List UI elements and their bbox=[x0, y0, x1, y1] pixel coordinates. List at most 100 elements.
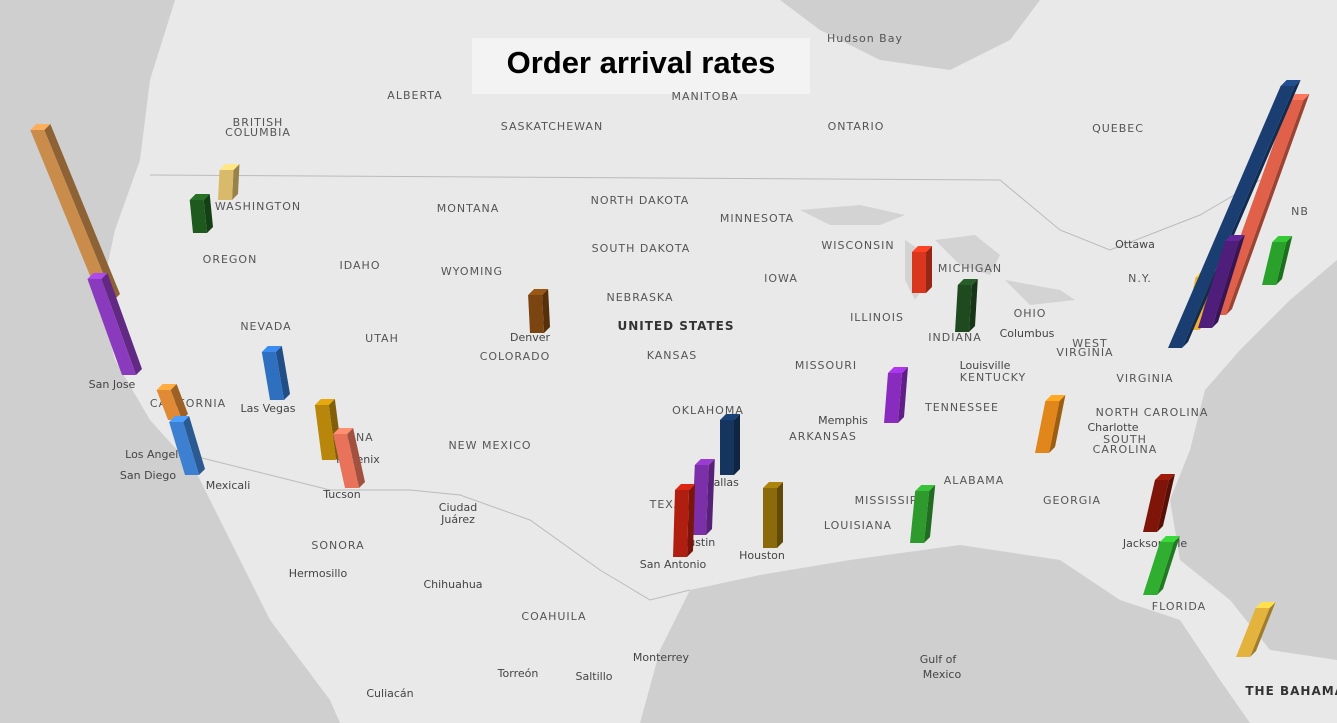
bar bbox=[910, 491, 930, 543]
map-label: VIRGINIA bbox=[1116, 372, 1173, 385]
bar-side bbox=[275, 346, 290, 400]
title-box bbox=[472, 38, 810, 94]
bar-prism bbox=[218, 164, 240, 200]
bar-side bbox=[542, 289, 550, 333]
bar-prism bbox=[1143, 536, 1180, 595]
map-label: Torreón bbox=[497, 667, 539, 680]
bar-top bbox=[30, 124, 51, 130]
bar-prism bbox=[156, 384, 188, 420]
bar-prism bbox=[1168, 80, 1301, 348]
bar-prism bbox=[1198, 235, 1245, 328]
bar-prism bbox=[763, 482, 783, 548]
map-label: MISSOURI bbox=[795, 359, 857, 372]
title: Order arrival rates bbox=[507, 45, 776, 80]
bar-top bbox=[1289, 94, 1310, 100]
map-label: COLORADO bbox=[480, 350, 551, 363]
map-label: NEVADA bbox=[240, 320, 291, 333]
map-label: Gulf of bbox=[920, 653, 958, 666]
bar-prism bbox=[692, 459, 715, 535]
bar bbox=[218, 170, 234, 200]
map-label: ALBERTA bbox=[387, 89, 442, 102]
map-label: COLUMBIA bbox=[225, 126, 291, 139]
map-label: Denver bbox=[510, 331, 550, 344]
bar-prism bbox=[910, 485, 936, 543]
bar bbox=[87, 279, 136, 375]
map-label: ONTARIO bbox=[828, 120, 885, 133]
map-label: Mexico bbox=[923, 668, 962, 681]
bar-prism bbox=[1262, 236, 1293, 285]
map-label: VIRGINIA bbox=[1056, 346, 1113, 359]
bar-top bbox=[1255, 602, 1276, 608]
bar-prism bbox=[884, 367, 908, 423]
bar bbox=[673, 490, 690, 557]
bar-top bbox=[888, 367, 908, 373]
bar-top bbox=[1159, 536, 1180, 542]
bar-top bbox=[1272, 236, 1293, 242]
bar bbox=[1236, 608, 1270, 657]
bar bbox=[30, 130, 114, 300]
map-label: OKLAHOMA bbox=[672, 404, 744, 417]
bar-top bbox=[528, 289, 549, 295]
bar-side bbox=[1212, 235, 1245, 328]
bar-side bbox=[1276, 236, 1293, 285]
bar bbox=[912, 252, 926, 293]
map-label: NB bbox=[1291, 205, 1309, 218]
bar bbox=[763, 488, 777, 548]
map-label: ILLINOIS bbox=[850, 311, 904, 324]
map-label: NORTH DAKOTA bbox=[591, 194, 690, 207]
bar-top bbox=[314, 399, 335, 405]
map-label: Columbus bbox=[1000, 327, 1055, 340]
map-label: MINNESOTA bbox=[720, 212, 794, 225]
bar-side bbox=[101, 273, 142, 375]
map-label: San Diego bbox=[120, 469, 176, 482]
bar bbox=[1168, 86, 1295, 348]
bar bbox=[1262, 242, 1287, 285]
bar bbox=[1035, 401, 1060, 453]
bar-prism bbox=[955, 279, 978, 332]
map-label: IDAHO bbox=[340, 259, 381, 272]
bar-prism bbox=[720, 414, 740, 475]
map-label: Mexicali bbox=[206, 479, 251, 492]
map-label: Los Angeles bbox=[125, 448, 191, 461]
map-label: N.Y. bbox=[1128, 272, 1152, 285]
bar-prism bbox=[912, 246, 932, 293]
map-label: BRITISH bbox=[233, 116, 284, 129]
bar-top bbox=[763, 482, 783, 488]
bar bbox=[692, 465, 709, 535]
bar-top bbox=[720, 414, 740, 420]
map-label: Juárez bbox=[440, 513, 475, 526]
map-label: MANITOBA bbox=[672, 90, 739, 103]
map-label: GEORGIA bbox=[1043, 494, 1101, 507]
bar-side bbox=[1250, 602, 1276, 657]
bar-prism bbox=[1143, 474, 1175, 532]
bar bbox=[528, 295, 544, 333]
map-label: INDIANA bbox=[928, 331, 981, 344]
bar-side bbox=[170, 384, 188, 420]
map-label: WYOMING bbox=[441, 265, 503, 278]
bar-side bbox=[1049, 395, 1066, 453]
bar-top bbox=[156, 384, 177, 390]
map-label: SASKATCHEWAN bbox=[501, 120, 603, 133]
bar-top bbox=[261, 346, 282, 352]
bar-prism bbox=[673, 484, 696, 557]
map-label: NEW MEXICO bbox=[448, 439, 531, 452]
bar-side bbox=[969, 279, 978, 332]
bar-side bbox=[898, 367, 908, 423]
bar-prism bbox=[261, 346, 290, 400]
atlantic-ocean bbox=[1170, 260, 1337, 660]
map-label: NORTH CAROLINA bbox=[1096, 406, 1209, 419]
map-label: MONTANA bbox=[437, 202, 500, 215]
map-label: SOUTH DAKOTA bbox=[592, 242, 691, 255]
bar-prism bbox=[87, 273, 142, 375]
map-label: Houston bbox=[739, 549, 785, 562]
bar-side bbox=[1157, 474, 1175, 532]
bar bbox=[1198, 241, 1239, 328]
map-label: MICHIGAN bbox=[938, 262, 1002, 275]
map-label: OREGON bbox=[203, 253, 258, 266]
map-label: SONORA bbox=[311, 539, 364, 552]
bar bbox=[1143, 542, 1174, 595]
bar-side bbox=[926, 246, 932, 293]
bar-side bbox=[734, 414, 740, 475]
map-label: IOWA bbox=[764, 272, 798, 285]
map-label: CAROLINA bbox=[1093, 443, 1158, 456]
